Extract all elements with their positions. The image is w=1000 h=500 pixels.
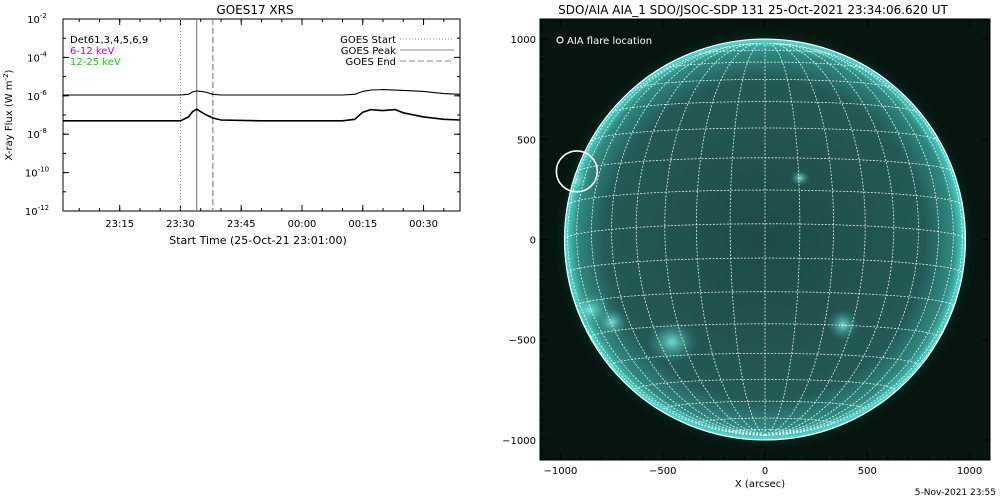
goes-title: GOES17 XRS [216,3,293,17]
goes-y-axis-label: X-ray Flux (W m-2) [2,69,15,160]
goes-y-tick-label: 10-2 [27,12,47,26]
aia-x-tick-labels: −1000 −500 0 500 1000 [544,466,983,477]
goes-x-tick-label: 23:30 [166,219,195,230]
grid-line [591,323,939,338]
grid-line [764,42,866,436]
grid-line [590,45,766,436]
grid-line [729,42,766,436]
grid-line [729,429,801,433]
goes-y-tick-labels: 10-2 10-4 10-6 10-8 10-10 10-12 [25,12,49,218]
grid-line [576,48,766,436]
goes-y-tick-label: 10-10 [25,166,49,180]
goes-axis-ticks [63,18,460,212]
goes-legend-left-item: 6-12 keV [70,46,114,57]
flare-location-circle [555,150,599,193]
footer-date: 5-Nov-2021 23:55 [915,488,996,498]
legend-circle-icon [556,36,564,44]
grid-line [764,43,895,436]
grid-line [591,127,939,142]
grid-line [764,63,963,436]
grid-line [635,379,895,390]
aia-y-tick-label: −1000 [502,436,536,447]
aia-y-tick-label: 0 [530,236,536,247]
active-region [790,170,810,186]
goes-legend-left-item: 12-25 keV [70,57,121,68]
grid-line [567,63,766,436]
grid-line [695,42,766,436]
grid-line [610,44,766,436]
goes-y-tick-label: 10-4 [27,50,47,64]
aia-y-tick-labels: 1000 500 0 −500 −1000 [502,35,536,447]
grid-line [764,42,835,436]
goes-x-tick-label: 00:30 [409,219,438,230]
goes-y-tick-label: 10-8 [27,127,47,141]
active-region [646,320,698,364]
grid-line [635,43,766,436]
goes-x-axis-label: Start Time (25-Oct-21 23:01:00) [169,234,347,247]
aia-legend-label: AIA flare location [567,36,652,47]
goes-x-tick-label: 00:00 [288,219,317,230]
aia-x-tick-label: 1000 [957,466,982,477]
goes-legend-right-label: GOES Peak [341,46,396,57]
aia-y-tick-label: 1000 [511,35,536,46]
aia-x-axis-label: X (arcsec) [735,479,785,490]
grid-line [664,42,766,436]
solar-limb [563,38,967,441]
aia-axis-ticks [540,19,990,460]
goes-event-lines [179,19,214,211]
aia-y-tick-label: 500 [517,135,536,146]
aia-image: AIA flare location [552,27,978,452]
aia-title: SDO/AIA AIA_1 SDO/JSOC-SDP 131 25-Oct-20… [558,3,948,17]
goes-x-tick-label: 00:15 [348,219,377,230]
grid-line [636,79,894,89]
goes-x-tick-label: 23:45 [227,219,256,230]
aia-x-tick-label: −500 [649,466,676,477]
grid-line [764,45,940,436]
grid-line [734,43,796,46]
goes-y-tick-label: 10-6 [27,89,47,103]
goes-legend-right-label: GOES Start [340,35,396,46]
goes-legend-left-item: Det61,3,4,5,6,9 [70,35,148,46]
grid-line [764,42,801,436]
goes-series [63,89,460,122]
grid-line [664,400,866,410]
aia-x-tick-label: 500 [858,466,877,477]
goes-y-tick-label: 10-12 [25,204,49,218]
goes-x-tick-labels: 23:15 23:30 23:45 00:00 00:15 00:30 [105,219,438,230]
aia-x-tick-label: 0 [762,466,768,477]
goes-x-tick-label: 23:15 [105,219,134,230]
active-region [596,308,628,336]
grid-line [665,61,865,70]
grid-line [612,101,918,113]
aia-x-tick-label: −1000 [544,466,578,477]
goes-series-short [63,108,460,122]
grid-line [764,48,954,436]
goes-series-long [63,89,460,96]
goes-legend-right-label: GOES End [346,57,396,68]
grid-line [764,44,920,436]
goes-plot-frame [62,18,461,212]
aia-y-tick-label: −500 [509,336,536,347]
